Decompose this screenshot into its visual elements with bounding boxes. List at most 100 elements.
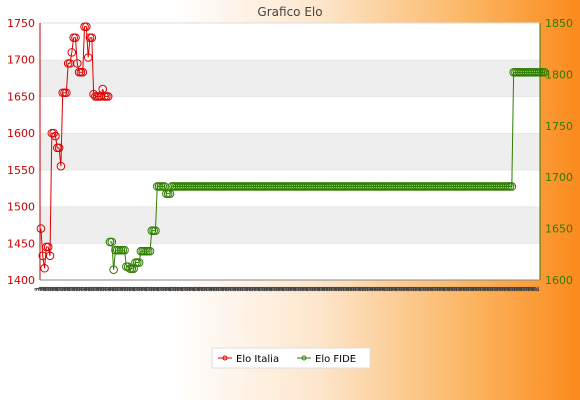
x-tick-label: 2 — [416, 286, 426, 292]
x-tick-label: 2 — [465, 286, 475, 292]
x-tick-label: 2 — [251, 286, 261, 292]
elo-italia-point — [83, 53, 93, 62]
x-tick-label: 2 — [197, 286, 207, 292]
x-tick-label: 2 — [361, 286, 371, 292]
x-tick-label: 2 — [130, 286, 140, 292]
x-tick-label: 2 — [405, 286, 415, 292]
x-tick-label: 2 — [207, 286, 217, 292]
x-tick-label: 2 — [482, 286, 492, 292]
x-tick-label: 2 — [315, 286, 325, 292]
x-tick-label: 2 — [404, 286, 414, 292]
x-tick-label: 2 — [217, 286, 227, 292]
x-tick-label: 2 — [506, 286, 516, 292]
x-tick-label: 2 — [296, 286, 306, 292]
x-tick-label: 2 — [452, 286, 462, 292]
x-tick-label: 2 — [243, 286, 253, 292]
y-right-tick-label: 1750 — [545, 120, 573, 133]
x-tick-label: 2 — [157, 286, 167, 292]
x-tick-label: 2 — [224, 286, 234, 292]
x-tick-label: 2 — [275, 286, 285, 292]
x-tick-label: 2 — [44, 286, 54, 292]
x-tick-label: 2 — [513, 286, 523, 292]
x-tick-label: 2 — [63, 286, 73, 292]
x-tick-label: 2 — [99, 286, 109, 292]
x-tick-label: 2 — [255, 286, 265, 292]
x-tick-label: 2 — [234, 286, 244, 292]
legend-marker-elo-italia — [222, 355, 228, 361]
x-tick-label: 2 — [41, 286, 51, 292]
x-tick-label: 2 — [279, 286, 289, 292]
x-tick-label: 2 — [221, 286, 231, 292]
x-tick-label: 2 — [364, 286, 374, 292]
x-tick-label: 2 — [274, 286, 284, 292]
x-tick-label: 2 — [262, 286, 272, 292]
x-tick-label: 2 — [284, 286, 294, 292]
x-tick-label: 2 — [60, 286, 70, 292]
x-tick-label: 2 — [150, 286, 160, 292]
x-tick-label: 2 — [133, 286, 143, 292]
x-tick-label: 2 — [114, 286, 124, 292]
elo-italia-point — [54, 143, 64, 153]
x-tick-label: 2 — [392, 286, 402, 292]
x-tick-label: 2 — [529, 286, 539, 292]
x-tick-label: 2 — [530, 286, 540, 292]
x-tick-label: 2 — [145, 286, 155, 292]
x-tick-label: 2 — [113, 286, 123, 292]
x-tick-label: 2 — [66, 286, 76, 292]
x-tick-label: 2 — [39, 286, 49, 292]
x-tick-label: 2 — [428, 286, 438, 292]
elo-italia-point — [56, 161, 66, 171]
x-tick-label: 2 — [459, 286, 469, 292]
y-right-tick-label: 1650 — [545, 223, 573, 236]
grid-band — [40, 96, 540, 134]
grid-band — [40, 59, 540, 97]
x-tick-label: 2 — [118, 286, 128, 292]
x-tick-label: 2 — [380, 286, 390, 292]
x-tick-label: 2 — [167, 286, 177, 292]
x-tick-label: 2 — [104, 286, 114, 292]
y-left-tick-label: 1550 — [7, 164, 35, 177]
x-tick-label: 2 — [119, 286, 129, 292]
x-tick-label: 2 — [287, 286, 297, 292]
x-tick-label: 2 — [340, 286, 350, 292]
x-tick-label: 2 — [128, 286, 138, 292]
x-tick-label: 2 — [400, 286, 410, 292]
x-tick-label: 2 — [190, 286, 200, 292]
x-tick-label: 2 — [412, 286, 422, 292]
x-tick-label: 2 — [140, 286, 150, 292]
x-tick-label: 2 — [436, 286, 446, 292]
x-tick-label: 2 — [318, 286, 328, 292]
x-tick-label: 2 — [474, 286, 484, 292]
x-tick-label: 2 — [501, 286, 511, 292]
x-tick-label: 2 — [462, 286, 472, 292]
x-tick-label: 2 — [337, 286, 347, 292]
x-tick-label: 2 — [164, 286, 174, 292]
x-tick-label: 2 — [298, 286, 308, 292]
x-tick-label: 2 — [419, 286, 429, 292]
x-tick-label: 2 — [85, 286, 95, 292]
x-tick-label: 2 — [48, 286, 58, 292]
x-tick-label: 2 — [524, 286, 534, 292]
x-tick-label: 2 — [246, 286, 256, 292]
x-tick-label: 2 — [349, 286, 359, 292]
x-tick-label: 2 — [289, 286, 299, 292]
x-tick-label: 2 — [161, 286, 171, 292]
x-tick-label: 2 — [70, 286, 80, 292]
y-left-tick-label: 1400 — [7, 274, 35, 287]
x-tick-label: 2 — [137, 286, 147, 292]
x-tick-label: 2 — [214, 286, 224, 292]
x-tick-label: 2 — [351, 286, 361, 292]
x-tick-label: 2 — [68, 286, 78, 292]
x-tick-label: 2 — [248, 286, 258, 292]
x-tick-label: 2 — [301, 286, 311, 292]
elo-fide-point — [109, 265, 118, 275]
x-tick-label: 2 — [447, 286, 457, 292]
x-tick-label: 2 — [491, 286, 501, 292]
x-tick-label: 2 — [51, 286, 61, 292]
x-tick-label: 2 — [450, 286, 460, 292]
x-tick-label: 2 — [169, 286, 179, 292]
x-tick-label: 2 — [142, 286, 152, 292]
x-tick-label: 2 — [371, 286, 381, 292]
x-tick-label: 2 — [96, 286, 106, 292]
x-tick-label: 2 — [448, 286, 458, 292]
